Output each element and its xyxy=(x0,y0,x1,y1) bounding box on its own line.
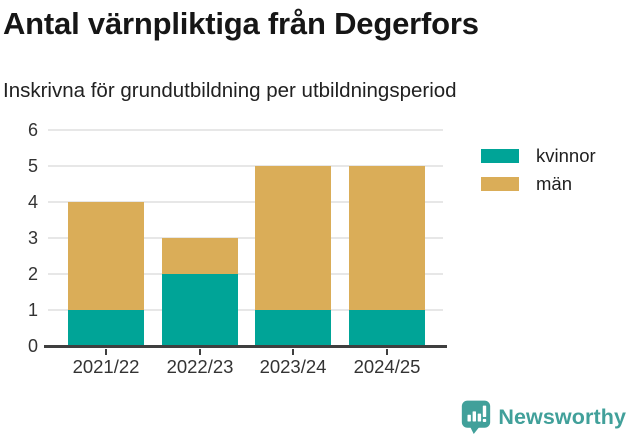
bar-segment-kvinnor xyxy=(68,310,144,346)
legend-swatch-män xyxy=(481,177,519,191)
y-tick-label: 6 xyxy=(27,120,38,140)
bar-segment-kvinnor xyxy=(349,310,425,346)
bar-segment-män xyxy=(162,238,238,274)
brand-name: Newsworthy xyxy=(498,404,626,429)
bar-segment-män xyxy=(349,166,425,310)
bar-segment-kvinnor xyxy=(162,274,238,346)
x-tick-label: 2021/22 xyxy=(72,356,140,377)
x-axis-line xyxy=(44,344,447,348)
gridline xyxy=(48,165,443,167)
x-axis-tick xyxy=(385,348,389,355)
y-tick-label: 2 xyxy=(27,264,38,284)
legend-swatch-kvinnor xyxy=(481,149,519,163)
gridline xyxy=(48,273,443,275)
bar-segment-kvinnor xyxy=(255,310,331,346)
chart-title: Antal värnpliktiga från Degerfors xyxy=(3,6,479,41)
x-tick-label: 2024/25 xyxy=(353,356,421,377)
x-axis-tick xyxy=(104,348,108,355)
y-tick-label: 0 xyxy=(27,336,38,356)
gridline xyxy=(48,309,443,311)
bar-segment-män xyxy=(255,166,331,310)
gridline xyxy=(48,201,443,203)
x-axis-tick xyxy=(291,348,295,355)
gridline xyxy=(48,237,443,239)
legend-label: kvinnor xyxy=(536,145,596,166)
brand-footer: Newsworthy xyxy=(461,400,626,434)
newsworthy-logo-icon xyxy=(462,400,491,434)
y-tick-label: 1 xyxy=(27,300,38,320)
y-tick-label: 5 xyxy=(27,156,38,176)
y-tick-label: 3 xyxy=(27,228,38,248)
x-axis-tick xyxy=(198,348,202,355)
y-tick-label: 4 xyxy=(27,192,38,212)
legend-label: män xyxy=(536,173,572,194)
gridline xyxy=(48,129,443,131)
bar-segment-män xyxy=(68,202,144,310)
legend-item: kvinnor xyxy=(481,145,596,166)
chart-subtitle: Inskrivna för grundutbildning per utbild… xyxy=(3,79,457,102)
legend: kvinnor män xyxy=(481,145,596,194)
legend-item: män xyxy=(481,173,596,194)
x-tick-label: 2023/24 xyxy=(259,356,327,377)
plot-area: 0 1 2 3 4 5 6 2021/22 2022/23 2023/24 2024/25 xyxy=(28,120,447,377)
x-tick-label: 2022/23 xyxy=(166,356,234,377)
